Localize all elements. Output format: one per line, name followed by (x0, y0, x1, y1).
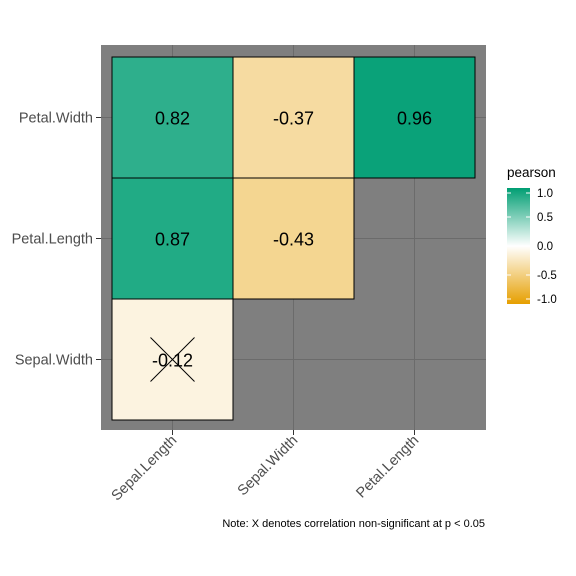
footnote: Note: X denotes correlation non-signific… (222, 518, 485, 530)
heatmap-cells: 0.82 -0.37 0.96 0.87 -0.43 -0.12 (111, 56, 476, 421)
cell-value-label: 0.96 (397, 109, 432, 129)
y-axis: Sepal.Width Petal.Length Petal.Width (12, 111, 101, 369)
cell-rect (353, 56, 476, 179)
cell-rect (232, 56, 355, 179)
heatmap-cell: 0.82 (111, 56, 234, 179)
x-axis: Sepal.Length Sepal.Width Petal.Length (109, 430, 422, 505)
cell-rect (232, 177, 355, 300)
cell-value-label: 0.82 (155, 109, 190, 129)
nonsignificant-cross-line (150, 337, 195, 382)
heatmap-cell: 0.87 (111, 177, 234, 300)
x-tick-label: Sepal.Width (235, 433, 302, 500)
y-tick-label: Sepal.Width (15, 353, 93, 369)
cell-value-label: -0.43 (273, 230, 314, 250)
legend-tick-label: -1.0 (537, 294, 557, 306)
legend-title: pearson (507, 165, 556, 180)
legend: pearson 1.0 0.5 0.0 -0.5 -1.0 (507, 165, 557, 306)
legend-tick-label: 1.0 (537, 188, 553, 200)
legend-tick-label: 0.0 (537, 241, 553, 253)
legend-colorbar (507, 188, 530, 304)
heatmap-cell: -0.37 (232, 56, 355, 179)
cell-value-label: -0.37 (273, 109, 314, 129)
y-tick-label: Petal.Length (12, 232, 93, 248)
cell-value-label: 0.87 (155, 230, 190, 250)
heatmap-cell: 0.96 (353, 56, 476, 179)
x-tick-label: Sepal.Length (109, 433, 181, 505)
cell-value-label: -0.12 (152, 351, 193, 371)
heatmap-cell: -0.12 (111, 298, 234, 421)
y-tick-label: Petal.Width (19, 111, 93, 127)
x-tick-label: Petal.Length (353, 433, 422, 502)
legend-tick-label: 0.5 (537, 212, 553, 224)
heatmap-cell: -0.43 (232, 177, 355, 300)
legend-tick-label: -0.5 (537, 270, 557, 282)
